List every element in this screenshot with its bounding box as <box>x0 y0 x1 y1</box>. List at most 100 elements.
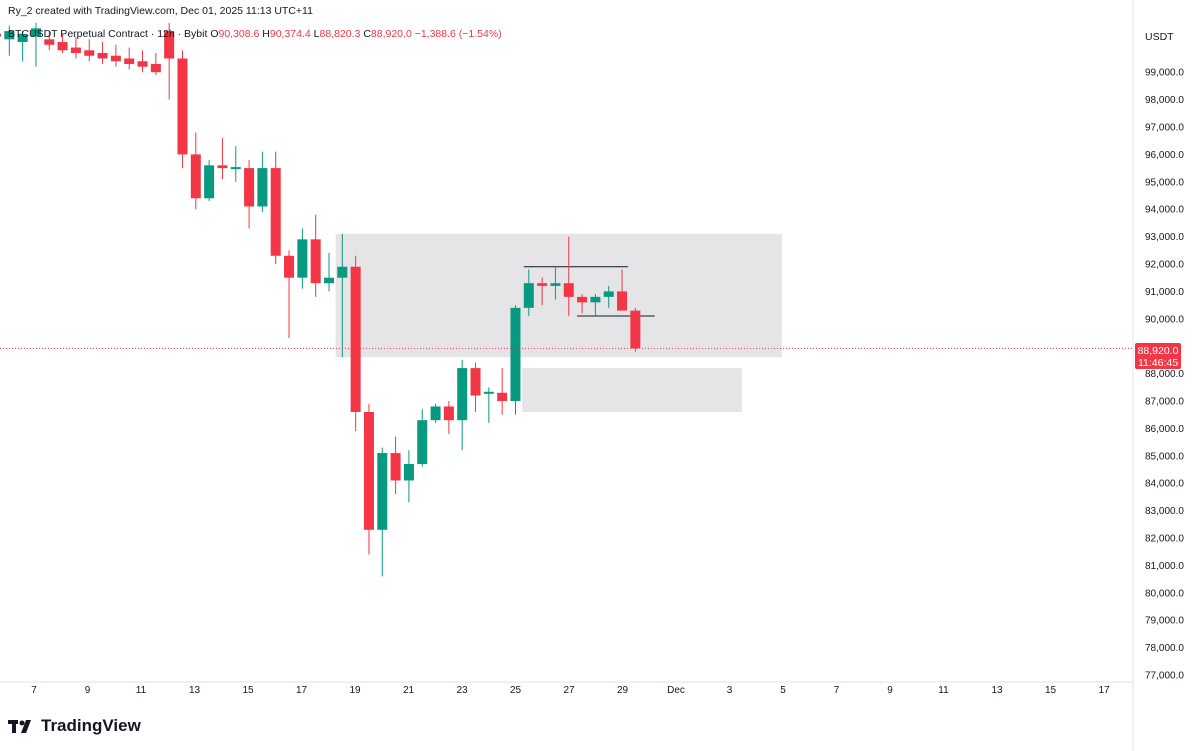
close-label: C <box>363 28 371 40</box>
candle-8 <box>97 42 108 64</box>
candle-body <box>17 33 28 43</box>
last-price-tag: 88,920.0 11:46:45 <box>1135 343 1181 369</box>
candle-44 <box>577 294 588 314</box>
candle-body <box>350 266 361 412</box>
candle-body <box>70 47 81 54</box>
candle-body <box>84 50 95 56</box>
candle-37 <box>483 387 494 423</box>
candle-29 <box>377 447 388 577</box>
candle-body <box>190 154 201 199</box>
candle-18 <box>230 146 241 182</box>
price-tick-label: 81,000.0 <box>1145 561 1184 572</box>
time-tick-label: 19 <box>349 685 361 696</box>
price-tick-label: 95,000.0 <box>1145 177 1184 188</box>
candle-13 <box>164 22 175 100</box>
candle-body <box>297 239 308 278</box>
price-tick-label: 85,000.0 <box>1145 451 1184 462</box>
candle-body <box>4 31 15 40</box>
zone-1 <box>522 368 742 412</box>
time-tick-label: Dec <box>667 685 685 696</box>
candle-41 <box>537 277 548 306</box>
candle-body <box>244 168 255 207</box>
candle-42 <box>550 266 561 300</box>
candle-10 <box>124 47 135 70</box>
open-label: O <box>210 28 219 40</box>
candle-body <box>457 368 468 421</box>
open-value: 90,308.6 <box>218 28 260 40</box>
high-value: 90,374.4 <box>269 28 311 40</box>
candle-27 <box>350 255 361 432</box>
candle-body <box>230 167 241 170</box>
price-tick-label: 94,000.0 <box>1145 205 1184 216</box>
currency-label[interactable]: USDT <box>1145 31 1174 43</box>
candle-47 <box>617 269 628 311</box>
time-tick-label: 13 <box>991 685 1003 696</box>
highlight-zones <box>335 233 782 412</box>
time-tick-label: 7 <box>31 685 37 696</box>
candle-body <box>137 61 148 67</box>
time-tick-label: 11 <box>938 685 949 696</box>
candle-body <box>124 58 135 64</box>
time-tick-label: 15 <box>1045 685 1057 696</box>
time-tick-label: 29 <box>617 685 629 696</box>
tradingview-logo[interactable]: TradingView <box>8 716 141 736</box>
candle-body <box>417 420 428 465</box>
candle-body <box>284 255 295 278</box>
candle-30 <box>390 436 401 495</box>
candle-body <box>310 239 321 284</box>
candle-7 <box>84 39 95 62</box>
candle-0 <box>0 33 1 37</box>
price-tick-label: 84,000.0 <box>1145 479 1184 490</box>
price-tick-label: 79,000.0 <box>1145 616 1184 627</box>
price-tick-label: 86,000.0 <box>1145 424 1184 435</box>
time-tick-label: 11 <box>136 685 147 696</box>
candle-33 <box>430 403 441 423</box>
candle-15 <box>190 132 201 210</box>
tradingview-logo-icon <box>8 720 31 733</box>
candle-body <box>30 28 41 37</box>
time-tick-label: 9 <box>85 685 91 696</box>
time-tick-label: 13 <box>189 685 201 696</box>
candle-body <box>403 464 414 481</box>
candle-body <box>510 307 521 401</box>
countdown-timer: 11:46:45 <box>1138 357 1178 369</box>
candle-body <box>57 42 68 51</box>
candle-17 <box>217 137 228 180</box>
candles <box>0 22 641 577</box>
candle-body <box>577 296 588 303</box>
time-tick-label: 27 <box>563 685 575 696</box>
candle-32 <box>417 409 428 467</box>
price-tick-label: 92,000.0 <box>1145 260 1184 271</box>
candle-body <box>204 165 215 199</box>
price-axis[interactable]: 77,000.0 78,000.0 79,000.0 80,000.0 81,000.0… <box>1145 68 1184 682</box>
candle-40 <box>523 269 534 317</box>
candle-body <box>377 453 388 530</box>
symbol-name[interactable]: BTCUSDT Perpetual Contract · 12h · Bybit <box>8 28 208 40</box>
price-tick-label: 97,000.0 <box>1145 123 1184 134</box>
time-tick-label: 3 <box>727 685 733 696</box>
price-tick-label: 96,000.0 <box>1145 150 1184 161</box>
candle-48 <box>630 307 641 352</box>
price-tick-label: 87,000.0 <box>1145 397 1184 408</box>
candle-6 <box>70 36 81 59</box>
time-tick-label: 15 <box>242 685 254 696</box>
price-tick-label: 88,000.0 <box>1145 369 1184 380</box>
price-tick-label: 91,000.0 <box>1145 287 1184 298</box>
candle-46 <box>603 285 614 308</box>
low-label: L <box>313 28 320 40</box>
created-by-line: Ry_2 created with TradingView.com, Dec 0… <box>8 5 313 17</box>
range-lines <box>523 266 655 317</box>
candle-14 <box>177 50 188 169</box>
candle-body <box>523 283 534 308</box>
candle-body <box>270 168 281 256</box>
high-label: H <box>262 28 270 40</box>
candle-body <box>150 63 161 73</box>
price-tick-label: 77,000.0 <box>1145 671 1184 682</box>
time-axis[interactable]: 7 9 11 13 15 17 19 21 23 25 27 29 Dec 3 5 7 9 11 13 15 17 <box>31 685 1110 696</box>
candle-45 <box>590 294 601 317</box>
last-price-tag-bg <box>1135 343 1181 369</box>
time-tick-label: 17 <box>1098 685 1110 696</box>
candle-20 <box>257 151 268 212</box>
candle-body <box>44 39 55 45</box>
